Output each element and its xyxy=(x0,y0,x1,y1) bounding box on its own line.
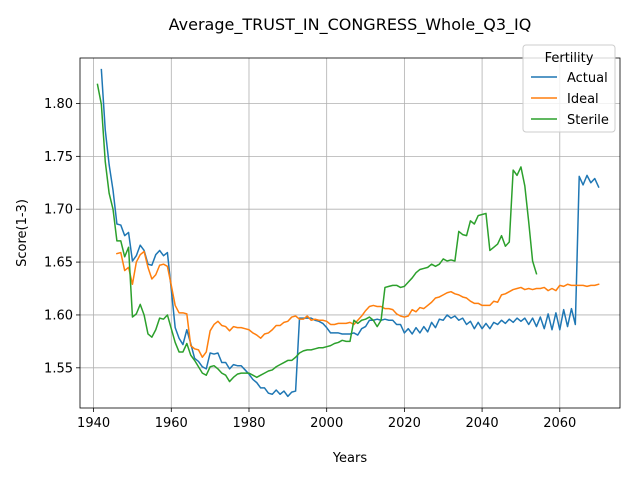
grid xyxy=(80,58,620,408)
x-tick-label: 2040 xyxy=(466,416,499,431)
y-tick-label: 1.55 xyxy=(44,361,73,376)
x-tick-label: 2060 xyxy=(543,416,576,431)
x-tick-label: 1980 xyxy=(232,416,265,431)
y-tick-label: 1.65 xyxy=(44,256,73,271)
plot-frame xyxy=(79,57,621,409)
series-layer xyxy=(96,68,600,398)
legend-box xyxy=(522,44,616,133)
series-line-sterile xyxy=(96,83,538,383)
x-tick-label: 1940 xyxy=(77,416,110,431)
x-axis: 1940 1960 1980 2000 2020 2040 2060 xyxy=(77,408,576,431)
y-tick-label: 1.80 xyxy=(44,97,73,112)
series-line-ideal xyxy=(115,250,600,358)
y-tick-label: 1.70 xyxy=(44,203,73,218)
series-line-actual xyxy=(100,68,600,398)
x-axis-title: Years xyxy=(332,451,368,466)
y-tick-label: 1.60 xyxy=(44,308,73,323)
x-tick-label: 1960 xyxy=(155,416,188,431)
y-axis: 1.55 1.60 1.65 1.70 1.75 1.80 xyxy=(44,97,80,376)
y-axis-title: Score(1-3) xyxy=(15,199,30,267)
legend-label-actual: Actual xyxy=(567,71,608,86)
x-tick-label: 2000 xyxy=(310,416,343,431)
legend: Fertility Actual Ideal Sterile xyxy=(522,44,616,133)
y-tick-label: 1.75 xyxy=(44,150,73,165)
legend-label-ideal: Ideal xyxy=(567,92,599,107)
legend-label-sterile: Sterile xyxy=(567,113,609,128)
chart-title: Average_TRUST_IN_CONGRESS_Whole_Q3_IQ xyxy=(169,15,532,35)
x-tick-label: 2020 xyxy=(388,416,421,431)
legend-title: Fertility xyxy=(545,51,594,66)
